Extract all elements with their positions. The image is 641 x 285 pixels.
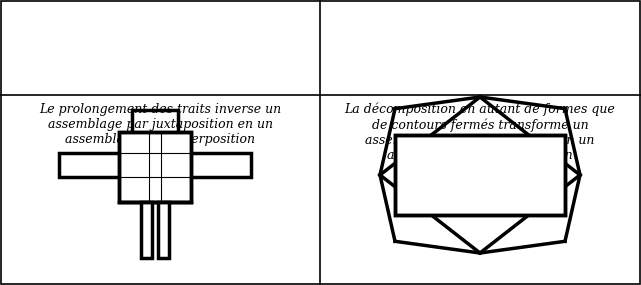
Bar xyxy=(119,132,191,202)
Polygon shape xyxy=(380,97,580,253)
Bar xyxy=(395,135,565,215)
Bar xyxy=(119,132,191,202)
Bar xyxy=(141,202,152,258)
Bar xyxy=(59,153,251,177)
Bar xyxy=(395,135,565,215)
Bar xyxy=(158,202,169,258)
Text: Le prolongement des traits inverse un
assemblage par juxtaposition en un
assembl: Le prolongement des traits inverse un as… xyxy=(39,103,281,146)
Bar xyxy=(132,110,178,138)
Text: La décomposition en autant de formes que
de contours fermés transforme un
assemb: La décomposition en autant de formes que… xyxy=(345,103,615,162)
